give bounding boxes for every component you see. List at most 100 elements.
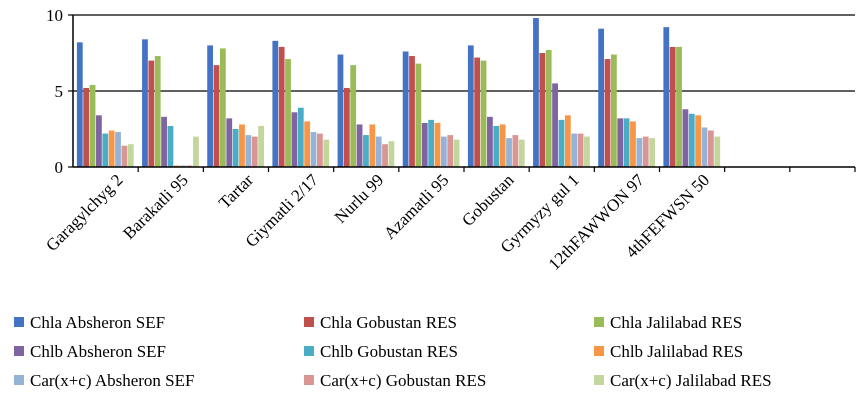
bar <box>239 124 245 167</box>
bar <box>304 121 311 167</box>
legend: Chla Absheron SEF Chla Gobustan RES Chla J… <box>14 313 772 390</box>
bar <box>291 112 298 167</box>
bar <box>428 119 434 167</box>
bar <box>115 132 121 167</box>
bar <box>251 136 258 167</box>
bar <box>695 115 702 167</box>
legend-swatch <box>304 317 314 327</box>
bar <box>506 138 512 167</box>
bar <box>598 28 605 168</box>
bar <box>564 115 571 167</box>
bar <box>356 124 363 167</box>
bar <box>584 136 590 167</box>
bar <box>663 27 670 167</box>
legend-item: Chlb Jalilabad RES <box>594 342 743 361</box>
bar <box>375 136 382 167</box>
bar <box>617 118 624 167</box>
legend-label: Car(x+c) Jalilabad RES <box>610 371 772 390</box>
bar <box>382 144 388 167</box>
legend-label: Car(x+c) Gobustan RES <box>320 371 486 390</box>
bar <box>96 115 102 167</box>
bar <box>415 63 422 167</box>
bar <box>232 129 239 167</box>
bar <box>173 165 180 167</box>
legend-swatch <box>304 375 314 385</box>
bar <box>102 133 109 167</box>
bar <box>552 83 558 167</box>
bar <box>604 59 611 167</box>
bar <box>487 116 493 167</box>
bar <box>317 133 323 167</box>
legend-item: Chla Jalilabad RES <box>594 313 742 332</box>
x-category-label: Gobustan <box>458 170 518 230</box>
y-tick-label: 0 <box>55 158 64 177</box>
x-category-label: Nurlu 99 <box>331 170 388 227</box>
bar <box>219 48 226 167</box>
bar <box>278 46 285 167</box>
bar <box>714 136 721 167</box>
bar <box>142 39 148 167</box>
bar <box>272 40 279 168</box>
bar <box>630 121 636 167</box>
bar <box>708 130 714 167</box>
bar <box>402 51 409 168</box>
legend-swatch <box>304 346 314 356</box>
x-category-label: Garagylchyg 2 <box>42 170 127 255</box>
legend-swatch <box>14 346 24 356</box>
bar <box>127 144 134 167</box>
x-category-label: Barakatli 95 <box>119 170 192 243</box>
bar <box>688 113 695 167</box>
bar <box>409 56 415 167</box>
legend-item: Car(x+c) Absheron SEF <box>14 371 194 390</box>
legend-swatch <box>594 375 604 385</box>
bar <box>467 45 474 167</box>
bar <box>453 139 460 167</box>
bars <box>76 18 721 168</box>
legend-label: Chlb Jalilabad RES <box>610 342 743 361</box>
bar <box>245 135 252 167</box>
bar <box>297 107 304 167</box>
bar <box>447 135 454 167</box>
legend-label: Car(x+c) Absheron SEF <box>30 371 194 390</box>
bar <box>193 136 199 167</box>
legend-item: Chla Gobustan RES <box>304 313 457 332</box>
bar <box>310 132 317 167</box>
bar <box>539 53 546 167</box>
legend-label: Chla Absheron SEF <box>30 313 165 332</box>
legend-swatch <box>14 317 24 327</box>
bar <box>493 125 500 167</box>
bar <box>577 133 584 167</box>
bar <box>121 145 128 167</box>
bar <box>89 84 96 167</box>
bar <box>642 136 649 167</box>
bar <box>636 138 643 167</box>
bar <box>440 136 447 167</box>
legend-item: Chlb Absheron SEF <box>14 342 166 361</box>
bar <box>571 133 578 167</box>
bar <box>701 127 708 167</box>
bar <box>434 122 441 167</box>
bar <box>545 49 552 167</box>
bar <box>213 65 220 167</box>
y-tick-labels: 0 5 10 <box>46 6 63 177</box>
x-category-label: Azamatli 95 <box>380 170 453 243</box>
legend-swatch <box>594 346 604 356</box>
bar <box>669 46 676 167</box>
bar <box>558 119 565 167</box>
axes <box>68 14 856 172</box>
legend-item: Car(x+c) Gobustan RES <box>304 371 486 390</box>
legend-item: Chlb Gobustan RES <box>304 342 458 361</box>
y-tick-label: 5 <box>55 82 64 101</box>
bar <box>76 42 83 167</box>
bar <box>154 56 161 167</box>
legend-label: Chlb Absheron SEF <box>30 342 166 361</box>
bar <box>258 125 264 167</box>
bar <box>161 116 167 167</box>
bar <box>369 124 376 167</box>
bar <box>649 138 655 167</box>
legend-item: Car(x+c) Jalilabad RES <box>594 371 772 390</box>
bar <box>285 59 291 167</box>
